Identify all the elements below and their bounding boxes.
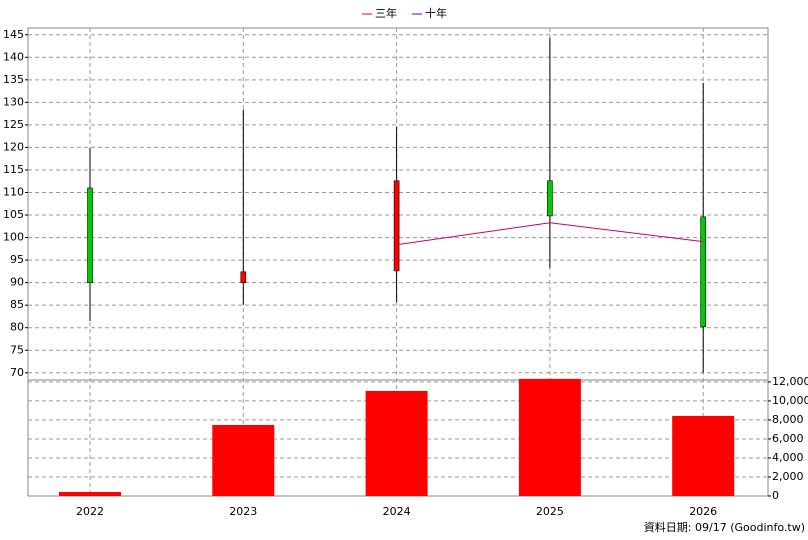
y-tick-label: 85: [10, 298, 24, 311]
line-series: [396, 222, 704, 246]
legend-label: 十年: [425, 6, 447, 20]
y-tick-label: 140: [3, 50, 24, 63]
y-tick-label: 120: [3, 140, 24, 153]
y-tick-label: 135: [3, 73, 24, 86]
y2-tick-label: 6,000: [772, 432, 804, 445]
y-tick-label: 95: [10, 253, 24, 266]
y-tick-label: 145: [3, 28, 24, 41]
y-tick-label: 110: [3, 186, 24, 199]
x-tick-label: 2022: [76, 505, 104, 518]
candle-body: [700, 216, 707, 328]
x-tick-label: 2023: [229, 505, 257, 518]
candle-body: [240, 271, 247, 283]
x-tick-label: 2026: [689, 505, 717, 518]
candle-body: [547, 180, 553, 217]
y-tick-label: 90: [10, 276, 24, 289]
y2-tick-label: 4,000: [772, 451, 804, 464]
y2-tick-label: 12,000: [772, 375, 808, 388]
y-tick-label: 80: [10, 321, 24, 334]
y2-tick-label: 10,000: [772, 394, 808, 407]
bar: [212, 424, 275, 496]
y2-tick-label: 8,000: [772, 413, 804, 426]
y-tick-label: 125: [3, 118, 24, 131]
footnote: 資料日期: 09/17 (Goodinfo.tw): [644, 520, 805, 534]
bar: [365, 390, 428, 496]
y2-tick-label: 0: [772, 489, 779, 502]
y-tick-label: 130: [3, 95, 24, 108]
y2-tick-label: 2,000: [772, 470, 804, 483]
x-tick-label: 2025: [536, 505, 564, 518]
y-tick-label: 75: [10, 343, 24, 356]
y-tick-label: 70: [10, 366, 24, 379]
y-tick-label: 115: [3, 163, 24, 176]
bar: [518, 378, 581, 496]
candle-body: [393, 180, 400, 272]
candle-body: [87, 187, 93, 283]
bar: [672, 415, 735, 496]
x-tick-label: 2024: [383, 505, 411, 518]
legend-label: 三年: [375, 6, 397, 20]
bar: [59, 492, 121, 496]
y-tick-label: 100: [3, 231, 24, 244]
y-tick-label: 105: [3, 208, 24, 221]
